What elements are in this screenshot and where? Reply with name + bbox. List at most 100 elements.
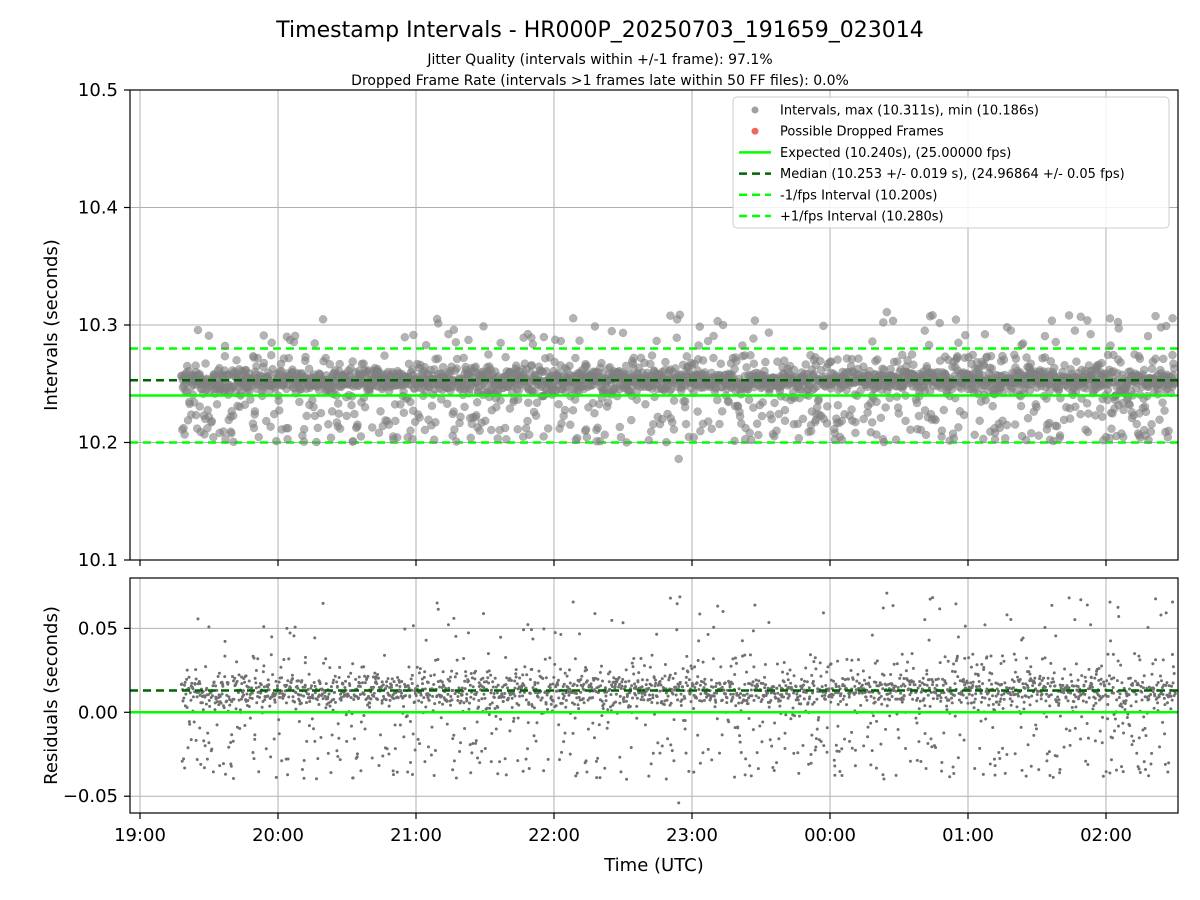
residual-point	[256, 657, 260, 661]
residual-point	[291, 677, 295, 681]
interval-point	[267, 350, 276, 360]
residual-point	[337, 676, 341, 680]
residual-point	[573, 716, 577, 720]
residual-point	[881, 606, 885, 610]
residual-point	[775, 761, 779, 765]
residual-point	[483, 747, 487, 751]
residual-point	[806, 701, 810, 705]
residual-point	[307, 724, 311, 728]
residual-point	[224, 772, 228, 776]
residual-point	[474, 693, 478, 697]
residual-point	[683, 696, 687, 700]
residual-point	[1097, 667, 1101, 671]
residual-point	[419, 693, 423, 697]
residual-point	[792, 751, 796, 755]
interval-point	[209, 432, 218, 442]
interval-point	[779, 356, 789, 365]
interval-point	[916, 425, 926, 435]
interval-point	[527, 361, 537, 370]
residual-point	[225, 699, 229, 703]
interval-point	[953, 352, 962, 361]
residual-point	[194, 677, 198, 681]
residual-point	[923, 704, 927, 708]
residual-point	[814, 745, 818, 749]
residual-point	[370, 756, 374, 760]
residual-point	[969, 681, 973, 685]
residual-point	[671, 676, 675, 680]
interval-point	[986, 351, 996, 361]
interval-point	[774, 409, 784, 419]
residual-point	[813, 656, 817, 660]
residual-point	[617, 685, 621, 689]
residual-point	[982, 666, 986, 670]
residual-point	[941, 683, 945, 687]
residual-point	[559, 667, 562, 671]
residual-point	[823, 693, 827, 697]
residual-point	[915, 758, 919, 762]
residual-point	[671, 692, 675, 696]
residual-point	[464, 674, 468, 678]
residual-point	[270, 635, 274, 639]
residual-point	[414, 694, 418, 698]
residual-point	[310, 684, 314, 688]
residual-point	[1023, 686, 1027, 690]
residual-point	[1009, 693, 1013, 697]
residual-point	[954, 602, 958, 606]
residual-point	[487, 681, 491, 685]
residual-point	[215, 723, 219, 727]
residual-point	[888, 698, 892, 702]
residual-point	[672, 718, 676, 722]
residual-point	[207, 741, 211, 745]
residual-point	[621, 621, 625, 625]
residual-point	[855, 679, 859, 683]
residual-point	[997, 751, 1001, 755]
residual-point	[269, 653, 273, 657]
residual-point	[727, 720, 731, 724]
interval-point	[1119, 405, 1128, 415]
residual-point	[299, 693, 303, 697]
interval-point	[669, 396, 679, 405]
residual-point	[860, 683, 864, 687]
residual-point	[623, 684, 627, 688]
residual-point	[335, 685, 339, 689]
residual-point	[702, 698, 706, 702]
residual-point	[463, 679, 467, 683]
residual-point	[804, 691, 808, 695]
residual-point	[562, 682, 566, 686]
residual-point	[594, 676, 598, 680]
residual-point	[851, 677, 855, 681]
residual-point	[630, 696, 634, 700]
residual-point	[916, 686, 920, 690]
residual-point	[189, 698, 193, 702]
interval-point	[666, 311, 675, 320]
residual-point	[495, 691, 499, 695]
interval-point	[259, 358, 269, 368]
residual-point	[492, 696, 496, 700]
residual-point	[934, 691, 938, 695]
residual-point	[1093, 676, 1097, 680]
interval-point	[496, 338, 505, 348]
residual-point	[382, 653, 386, 657]
residual-point	[317, 703, 321, 706]
residual-point	[911, 666, 915, 670]
interval-point	[415, 413, 424, 422]
residual-point	[341, 682, 345, 686]
residual-point	[969, 665, 973, 669]
residual-point	[862, 678, 866, 682]
residual-point	[730, 682, 734, 686]
residual-point	[739, 750, 743, 754]
residual-point	[633, 682, 637, 686]
residual-point	[1073, 726, 1077, 730]
residual-point	[254, 681, 258, 685]
residual-point	[286, 679, 290, 683]
residual-point	[380, 699, 384, 703]
residual-point	[1084, 679, 1088, 683]
residual-point	[719, 665, 723, 669]
residual-point	[474, 669, 478, 673]
interval-point	[772, 426, 781, 435]
residual-point	[416, 737, 420, 741]
residual-point	[531, 637, 535, 641]
interval-point	[573, 433, 582, 443]
interval-point	[1060, 360, 1069, 370]
residual-point	[925, 672, 929, 676]
